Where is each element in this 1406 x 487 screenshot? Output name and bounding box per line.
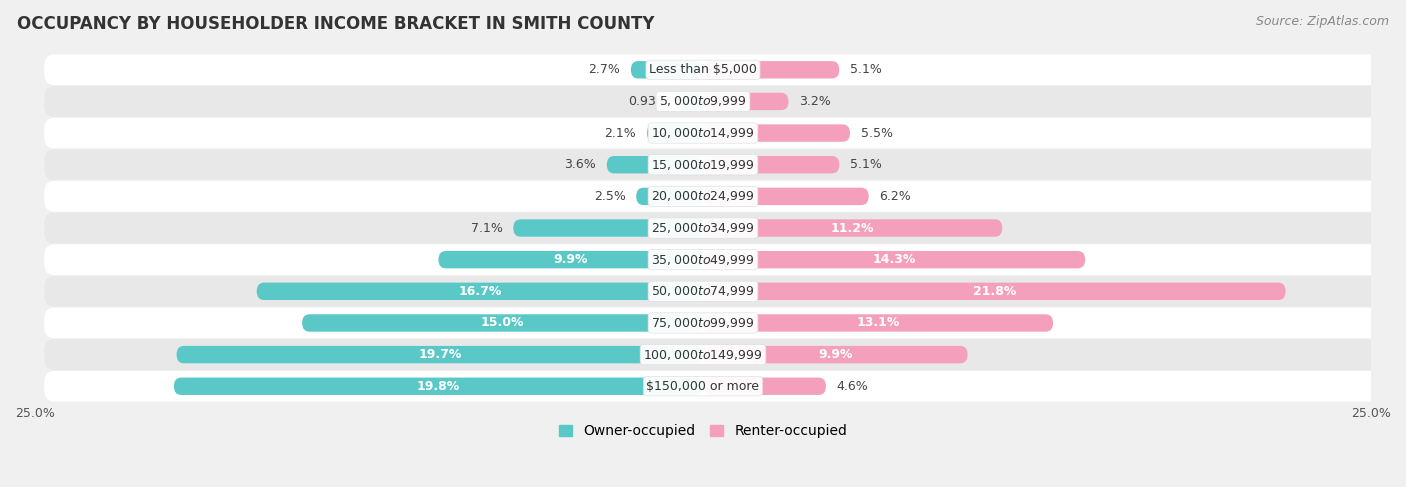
Text: $150,000 or more: $150,000 or more	[647, 380, 759, 393]
FancyBboxPatch shape	[703, 187, 869, 205]
Text: 14.3%: 14.3%	[872, 253, 915, 266]
Text: 6.2%: 6.2%	[879, 190, 911, 203]
FancyBboxPatch shape	[703, 282, 1285, 300]
Text: 16.7%: 16.7%	[458, 285, 502, 298]
FancyBboxPatch shape	[703, 377, 825, 395]
FancyBboxPatch shape	[703, 314, 1053, 332]
Text: 13.1%: 13.1%	[856, 317, 900, 330]
FancyBboxPatch shape	[45, 150, 1381, 180]
Text: 2.5%: 2.5%	[593, 190, 626, 203]
Text: Source: ZipAtlas.com: Source: ZipAtlas.com	[1256, 15, 1389, 28]
FancyBboxPatch shape	[45, 86, 1381, 117]
FancyBboxPatch shape	[302, 314, 703, 332]
Text: $100,000 to $149,999: $100,000 to $149,999	[644, 348, 762, 362]
Text: 2.7%: 2.7%	[588, 63, 620, 76]
FancyBboxPatch shape	[703, 124, 851, 142]
Text: 11.2%: 11.2%	[831, 222, 875, 235]
Text: $15,000 to $19,999: $15,000 to $19,999	[651, 158, 755, 172]
FancyBboxPatch shape	[647, 124, 703, 142]
FancyBboxPatch shape	[678, 93, 703, 110]
Text: $25,000 to $34,999: $25,000 to $34,999	[651, 221, 755, 235]
FancyBboxPatch shape	[607, 156, 703, 173]
FancyBboxPatch shape	[177, 346, 703, 363]
FancyBboxPatch shape	[703, 219, 1002, 237]
Text: $75,000 to $99,999: $75,000 to $99,999	[651, 316, 755, 330]
Legend: Owner-occupied, Renter-occupied: Owner-occupied, Renter-occupied	[553, 419, 853, 444]
Text: 19.8%: 19.8%	[416, 380, 460, 393]
FancyBboxPatch shape	[45, 276, 1381, 307]
Text: 15.0%: 15.0%	[481, 317, 524, 330]
FancyBboxPatch shape	[45, 118, 1381, 149]
Text: 0.93%: 0.93%	[627, 95, 668, 108]
Text: 7.1%: 7.1%	[471, 222, 502, 235]
Text: 3.2%: 3.2%	[799, 95, 831, 108]
FancyBboxPatch shape	[439, 251, 703, 268]
FancyBboxPatch shape	[45, 371, 1381, 402]
Text: 21.8%: 21.8%	[973, 285, 1017, 298]
FancyBboxPatch shape	[631, 61, 703, 78]
Text: $20,000 to $24,999: $20,000 to $24,999	[651, 189, 755, 204]
FancyBboxPatch shape	[257, 282, 703, 300]
FancyBboxPatch shape	[174, 377, 703, 395]
FancyBboxPatch shape	[45, 213, 1381, 244]
Text: 2.1%: 2.1%	[605, 127, 636, 140]
Text: $5,000 to $9,999: $5,000 to $9,999	[659, 94, 747, 109]
Text: 9.9%: 9.9%	[554, 253, 588, 266]
FancyBboxPatch shape	[45, 339, 1381, 370]
Text: Less than $5,000: Less than $5,000	[650, 63, 756, 76]
FancyBboxPatch shape	[703, 251, 1085, 268]
Text: 3.6%: 3.6%	[564, 158, 596, 171]
Text: 4.6%: 4.6%	[837, 380, 869, 393]
FancyBboxPatch shape	[45, 308, 1381, 338]
Text: 5.1%: 5.1%	[851, 63, 882, 76]
Text: $35,000 to $49,999: $35,000 to $49,999	[651, 253, 755, 267]
FancyBboxPatch shape	[45, 55, 1381, 85]
Text: 9.9%: 9.9%	[818, 348, 852, 361]
FancyBboxPatch shape	[703, 61, 839, 78]
FancyBboxPatch shape	[703, 93, 789, 110]
Text: $50,000 to $74,999: $50,000 to $74,999	[651, 284, 755, 299]
Text: 19.7%: 19.7%	[418, 348, 461, 361]
FancyBboxPatch shape	[703, 156, 839, 173]
FancyBboxPatch shape	[45, 244, 1381, 275]
FancyBboxPatch shape	[636, 187, 703, 205]
FancyBboxPatch shape	[45, 181, 1381, 212]
FancyBboxPatch shape	[703, 346, 967, 363]
Text: 5.1%: 5.1%	[851, 158, 882, 171]
Text: OCCUPANCY BY HOUSEHOLDER INCOME BRACKET IN SMITH COUNTY: OCCUPANCY BY HOUSEHOLDER INCOME BRACKET …	[17, 15, 654, 33]
Text: $10,000 to $14,999: $10,000 to $14,999	[651, 126, 755, 140]
FancyBboxPatch shape	[513, 219, 703, 237]
Text: 5.5%: 5.5%	[860, 127, 893, 140]
